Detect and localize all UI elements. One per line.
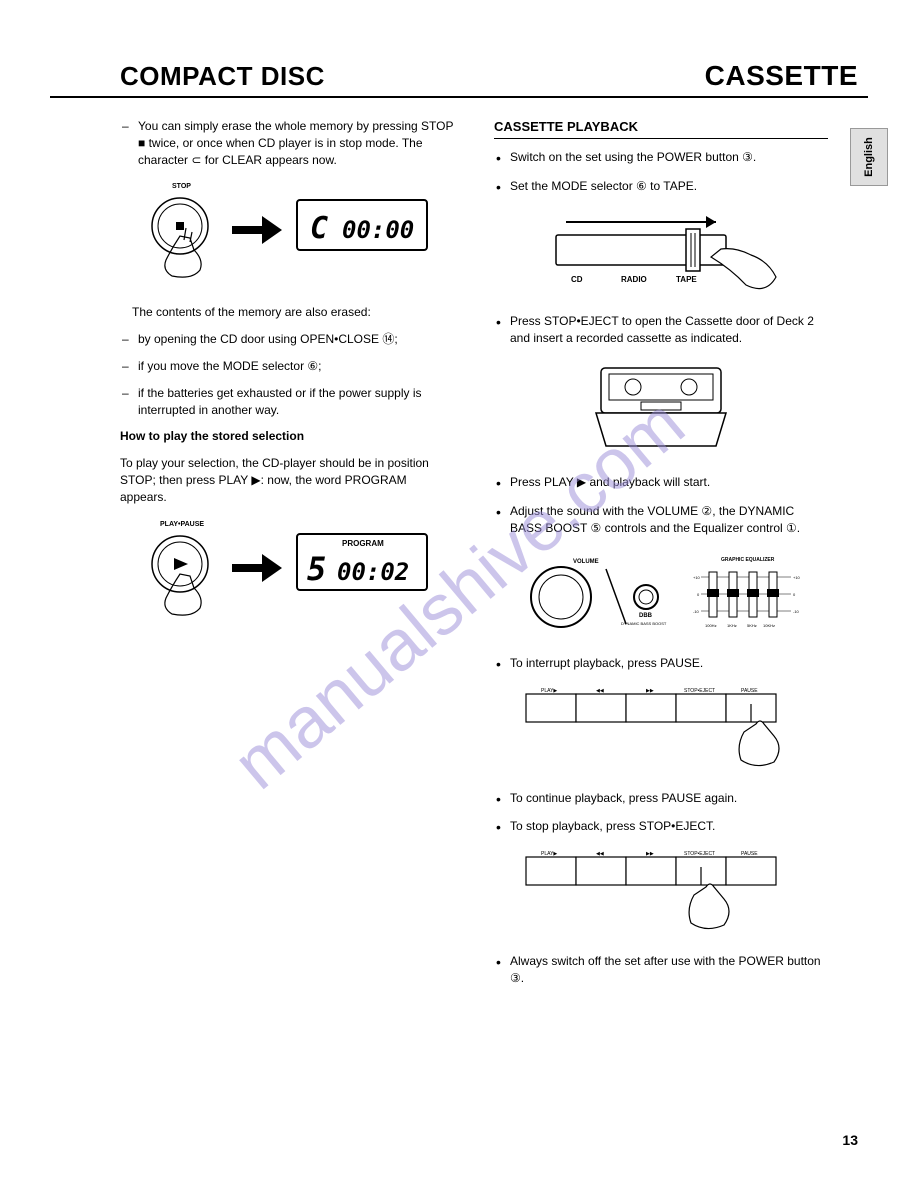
cassette-step-6: To interrupt playback, press PAUSE. (494, 655, 828, 672)
svg-text:STOP•EJECT: STOP•EJECT (684, 688, 715, 694)
figure-stop-clear: STOP C 00:00 (120, 178, 454, 288)
svg-text:DYNAMIC BASS BOOST: DYNAMIC BASS BOOST (621, 621, 667, 626)
erase-bullet-2: if you move the MODE selector ⑥; (120, 358, 454, 375)
svg-text:-10: -10 (693, 609, 700, 614)
svg-text:1KHz: 1KHz (727, 623, 737, 628)
svg-text:◀◀: ◀◀ (596, 851, 604, 857)
svg-text:TAPE: TAPE (676, 275, 697, 284)
svg-text:+10: +10 (693, 575, 701, 580)
svg-text:100Hz: 100Hz (705, 623, 717, 628)
figure-mode-selector: CD RADIO TAPE (494, 207, 828, 297)
svg-text:C: C (310, 211, 328, 246)
svg-text:00:02: 00:02 (337, 558, 409, 586)
svg-text:DBB: DBB (639, 613, 653, 619)
figure-cassette-insert (494, 358, 828, 458)
svg-text:PLAY▶: PLAY▶ (541, 688, 557, 694)
cassette-step-7: To continue playback, press PAUSE again. (494, 790, 828, 807)
svg-text:0: 0 (697, 592, 700, 597)
svg-text:PAUSE: PAUSE (741, 851, 758, 857)
svg-text:▶▶: ▶▶ (646, 851, 654, 857)
svg-text:VOLUME: VOLUME (573, 559, 599, 565)
svg-text:5KHz: 5KHz (747, 623, 757, 628)
language-tab: English (850, 128, 888, 186)
svg-text:STOP•EJECT: STOP•EJECT (684, 851, 715, 857)
stop-label: STOP (172, 183, 191, 190)
figure-deck-buttons-pause: PLAY▶ ◀◀ ▶▶ STOP•EJECT PAUSE (494, 684, 828, 774)
erase-bullet-3: if the batteries get exhausted or if the… (120, 385, 454, 419)
heading-cassette: CASSETTE (705, 60, 858, 92)
also-erased-text: The contents of the memory are also eras… (120, 304, 454, 321)
column-cassette: CASSETTE PLAYBACK Switch on the set usin… (484, 118, 868, 999)
cassette-step-4: Press PLAY ▶ and playback will start. (494, 474, 828, 491)
svg-text:◀◀: ◀◀ (596, 688, 604, 694)
cassette-step-9: Always switch off the set after use with… (494, 953, 828, 987)
erase-memory-text: You can simply erase the whole memory by… (120, 118, 454, 168)
cassette-step-2: Set the MODE selector ⑥ to TAPE. (494, 178, 828, 195)
svg-text:PROGRAM: PROGRAM (342, 539, 384, 548)
figure-deck-buttons-stop: PLAY▶ ◀◀ ▶▶ STOP•EJECT PAUSE (494, 847, 828, 937)
svg-text:0: 0 (793, 592, 796, 597)
heading-compact-disc: COMPACT DISC (120, 61, 325, 92)
howto-title: How to play the stored selection (120, 428, 454, 445)
svg-text:PAUSE: PAUSE (741, 688, 758, 694)
erase-bullet-1: by opening the CD door using OPEN•CLOSE … (120, 331, 454, 348)
svg-text:5: 5 (307, 550, 326, 588)
svg-text:00:00: 00:00 (342, 216, 414, 244)
svg-text:RADIO: RADIO (621, 275, 647, 284)
figure-volume-dbb-eq: VOLUME DBB DYNAMIC BASS BOOST GRAPHIC EQ… (494, 549, 828, 639)
cassette-step-1: Switch on the set using the POWER button… (494, 149, 828, 166)
cassette-step-8: To stop playback, press STOP•EJECT. (494, 818, 828, 835)
svg-text:PLAY•PAUSE: PLAY•PAUSE (160, 521, 204, 528)
svg-text:▶▶: ▶▶ (646, 688, 654, 694)
language-label: English (863, 137, 875, 177)
cassette-playback-title: CASSETTE PLAYBACK (494, 118, 828, 139)
svg-text:-10: -10 (793, 609, 800, 614)
header-row: COMPACT DISC CASSETTE (50, 60, 868, 98)
column-compact-disc: You can simply erase the whole memory by… (50, 118, 464, 999)
svg-text:PLAY▶: PLAY▶ (541, 851, 557, 857)
svg-text:10KHz: 10KHz (763, 623, 775, 628)
figure-play-program: PLAY•PAUSE PROGRAM 5 00:02 (120, 516, 454, 626)
page-number: 13 (842, 1132, 858, 1148)
cassette-step-5: Adjust the sound with the VOLUME ②, the … (494, 503, 828, 537)
howto-text: To play your selection, the CD-player sh… (120, 455, 454, 505)
cassette-step-3: Press STOP•EJECT to open the Cassette do… (494, 313, 828, 347)
svg-text:CD: CD (571, 275, 583, 284)
svg-text:+10: +10 (793, 575, 801, 580)
svg-text:GRAPHIC EQUALIZER: GRAPHIC EQUALIZER (721, 557, 775, 563)
